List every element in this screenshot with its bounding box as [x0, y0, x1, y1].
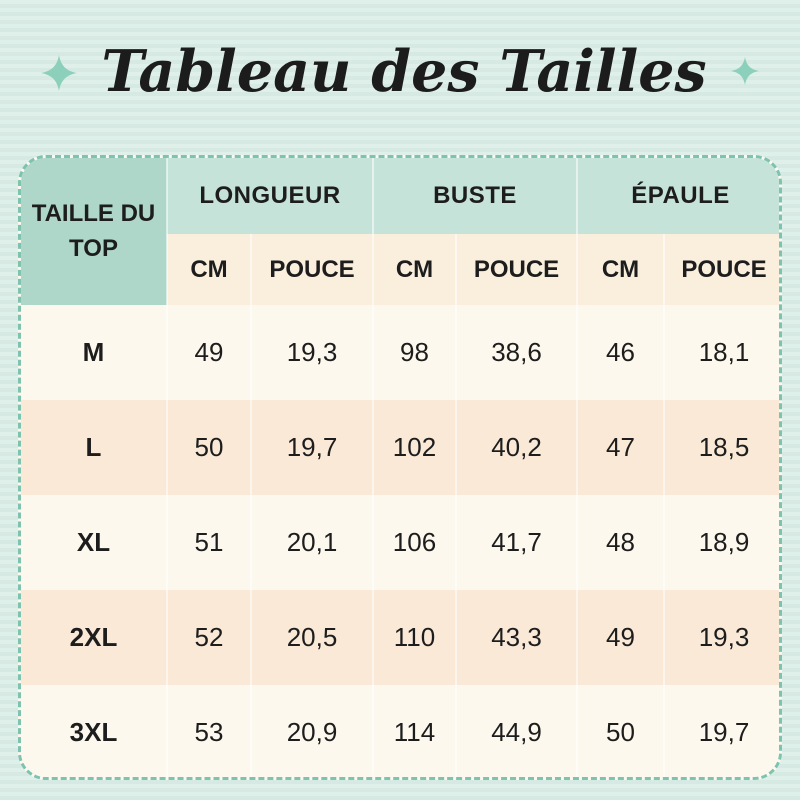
group-header-epaule: ÉPAULE — [577, 158, 779, 234]
unit-header-cell: POUCE — [456, 234, 578, 305]
value-cell: 110 — [373, 590, 457, 685]
size-table-container: TAILLE DU TOP LONGUEUR BUSTE ÉPAULE CM P… — [18, 155, 782, 780]
value-cell: 46 — [577, 305, 665, 400]
table-row-3xl: 3XL 53 20,9 114 44,9 50 19,7 — [21, 685, 779, 777]
unit-header-cell: CM — [373, 234, 457, 305]
value-cell: 19,7 — [664, 685, 779, 777]
value-cell: 18,1 — [664, 305, 779, 400]
unit-header-cell: CM — [577, 234, 665, 305]
size-table: TAILLE DU TOP LONGUEUR BUSTE ÉPAULE CM P… — [21, 158, 779, 777]
table-row-xl: XL 51 20,1 106 41,7 48 18,9 — [21, 495, 779, 590]
value-cell: 40,2 — [456, 400, 578, 495]
unit-header-row: CM POUCE CM POUCE CM POUCE — [21, 234, 779, 305]
size-cell: 2XL — [21, 590, 168, 685]
value-cell: 18,9 — [664, 495, 779, 590]
value-cell: 49 — [167, 305, 252, 400]
group-header-longueur: LONGUEUR — [167, 158, 374, 234]
value-cell: 47 — [577, 400, 665, 495]
value-cell: 19,3 — [664, 590, 779, 685]
size-cell: 3XL — [21, 685, 168, 777]
value-cell: 18,5 — [664, 400, 779, 495]
table-row-m: M 49 19,3 98 38,6 46 18,1 — [21, 305, 779, 400]
value-cell: 48 — [577, 495, 665, 590]
sparkle-left-icon — [41, 55, 78, 91]
value-cell: 114 — [373, 685, 457, 777]
value-cell: 106 — [373, 495, 457, 590]
value-cell: 19,3 — [251, 305, 374, 400]
corner-header-cell: TAILLE DU TOP — [21, 158, 168, 305]
value-cell: 19,7 — [251, 400, 374, 495]
table-row-l: L 50 19,7 102 40,2 47 18,5 — [21, 400, 779, 495]
value-cell: 20,9 — [251, 685, 374, 777]
group-header-buste: BUSTE — [373, 158, 578, 234]
page-title: Tableau des Tailles — [101, 37, 707, 105]
title-row: Tableau des Tailles — [0, 0, 800, 150]
value-cell: 43,3 — [456, 590, 578, 685]
unit-header-cell: CM — [167, 234, 252, 305]
table-row-2xl: 2XL 52 20,5 110 43,3 49 19,3 — [21, 590, 779, 685]
value-cell: 41,7 — [456, 495, 578, 590]
value-cell: 51 — [167, 495, 252, 590]
value-cell: 44,9 — [456, 685, 578, 777]
unit-header-cell: POUCE — [251, 234, 374, 305]
value-cell: 52 — [167, 590, 252, 685]
sparkle-right-icon — [730, 57, 759, 85]
value-cell: 50 — [577, 685, 665, 777]
unit-header-cell: POUCE — [664, 234, 779, 305]
value-cell: 53 — [167, 685, 252, 777]
value-cell: 50 — [167, 400, 252, 495]
value-cell: 49 — [577, 590, 665, 685]
size-cell: XL — [21, 495, 168, 590]
value-cell: 102 — [373, 400, 457, 495]
value-cell: 38,6 — [456, 305, 578, 400]
value-cell: 98 — [373, 305, 457, 400]
group-header-row: TAILLE DU TOP LONGUEUR BUSTE ÉPAULE — [21, 158, 779, 305]
size-cell: L — [21, 400, 168, 495]
size-cell: M — [21, 305, 168, 400]
value-cell: 20,5 — [251, 590, 374, 685]
value-cell: 20,1 — [251, 495, 374, 590]
